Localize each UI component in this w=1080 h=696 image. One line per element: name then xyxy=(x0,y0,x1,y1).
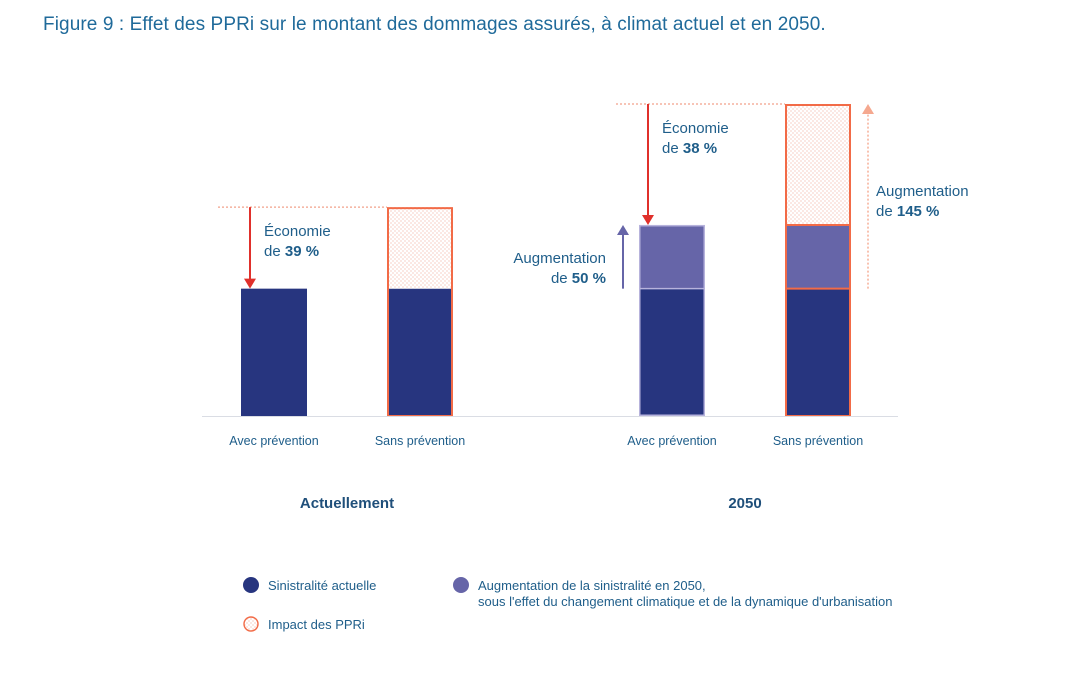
legend-label: Sinistralité actuelle xyxy=(268,578,376,593)
augmentation-total-arrow-head xyxy=(862,104,874,114)
bar-outline xyxy=(639,224,705,416)
bar-sinistralite-actuelle xyxy=(785,288,851,416)
bar-sinistralite-actuelle xyxy=(387,288,453,416)
economie-2050-label-line2: de 38 % xyxy=(662,140,717,157)
augmentation-climat-label-line1: Augmentation xyxy=(513,250,606,267)
bar-impact-ppri xyxy=(387,207,453,289)
x-tick-label: Avec prévention xyxy=(627,434,716,448)
group-label: Actuellement xyxy=(300,495,394,512)
augmentation-total-label-value: 145 % xyxy=(897,203,940,220)
legend-swatch xyxy=(453,577,469,593)
bar-augmentation-2050 xyxy=(785,224,851,289)
economie-actuel-label-line1: Économie xyxy=(264,223,331,240)
economie-2050-arrow-head xyxy=(642,214,654,225)
economie-actuel-label-value: 39 % xyxy=(285,243,319,260)
augmentation-total-label-line1: Augmentation xyxy=(876,183,969,200)
economie-actuel-arrow-head xyxy=(244,278,256,289)
group-label: 2050 xyxy=(728,495,761,512)
bar-augmentation-2050 xyxy=(639,224,705,289)
x-tick-label: Avec prévention xyxy=(229,434,318,448)
augmentation-total-label-line2: de 145 % xyxy=(876,203,939,220)
economie-2050-label-value: 38 % xyxy=(683,140,717,157)
legend-swatch xyxy=(243,577,259,593)
bar-impact-ppri xyxy=(785,104,851,225)
x-tick-label: Sans prévention xyxy=(375,434,465,448)
x-tick-label: Sans prévention xyxy=(773,434,863,448)
augmentation-climat-label-line2: de 50 % xyxy=(551,270,606,287)
figure-title: Figure 9 : Effet des PPRi sur le montant… xyxy=(43,14,826,35)
legend-label-line2: sous l'effet du changement climatique et… xyxy=(478,594,893,609)
legend-label: Impact des PPRi xyxy=(268,617,365,632)
economie-2050-label-line1: Économie xyxy=(662,120,729,137)
augmentation-climat-label-value: 50 % xyxy=(572,270,606,287)
bar-sinistralite-actuelle xyxy=(241,288,307,416)
legend-label: Augmentation de la sinistralité en 2050, xyxy=(478,578,706,593)
bar-sinistralite-actuelle xyxy=(639,288,705,416)
economie-actuel-label-line2: de 39 % xyxy=(264,243,319,260)
augmentation-climat-arrow-head xyxy=(617,224,629,235)
legend-swatch xyxy=(243,616,259,632)
